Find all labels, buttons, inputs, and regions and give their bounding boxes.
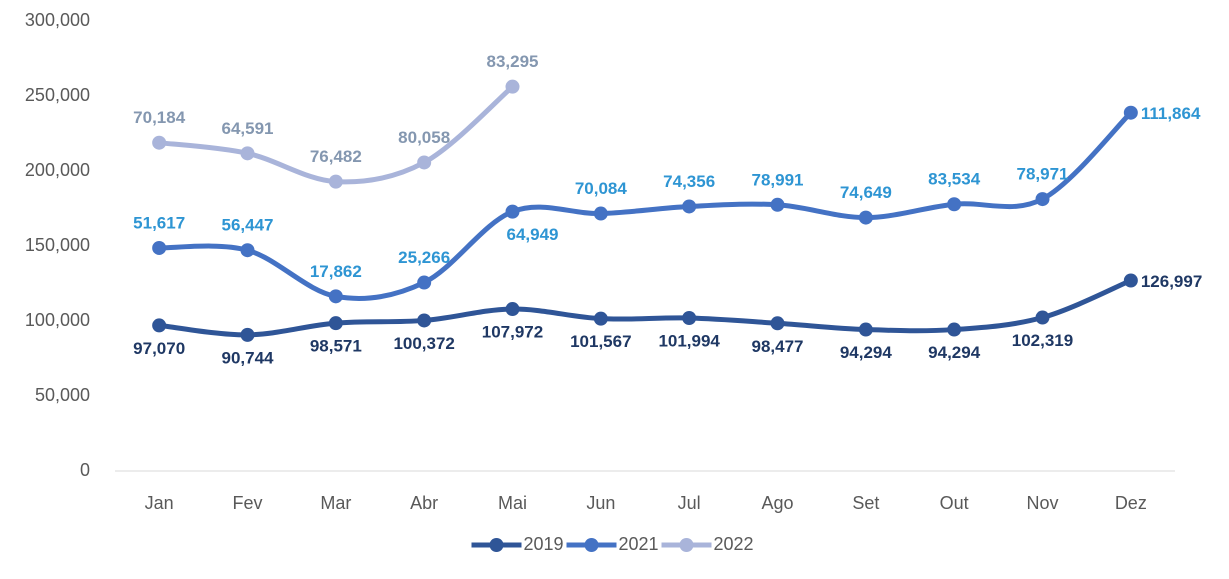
data-label: 100,372 [393,334,454,353]
data-label: 98,571 [310,337,362,356]
x-tick-label: Dez [1115,493,1147,513]
point-marker [328,289,343,304]
point-marker [417,275,432,290]
legend-marker [489,538,504,552]
data-label: 101,994 [658,331,720,350]
data-label: 101,567 [570,332,631,351]
point-marker [1123,105,1138,120]
point-marker [1035,310,1050,325]
x-tick-label: Set [852,493,879,513]
point-marker [505,79,520,94]
x-tick-label: Ago [761,493,793,513]
point-marker [1123,273,1138,288]
legend-label: 2021 [619,534,659,554]
data-label: 97,070 [133,339,185,358]
x-tick-label: Fev [232,493,262,513]
point-marker [240,243,255,258]
series-line [156,110,1134,301]
x-tick-label: Jun [586,493,615,513]
point-marker [593,206,608,221]
x-tick-label: Out [940,493,969,513]
legend-label: 2019 [524,534,564,554]
point-marker [328,174,343,189]
data-label: 78,991 [752,170,804,189]
legend-marker [584,538,599,552]
point-marker [505,204,520,219]
data-label: 78,971 [1017,165,1069,184]
data-label: 17,862 [310,262,362,281]
data-label: 64,949 [507,225,559,244]
point-marker [858,322,873,337]
data-label: 56,447 [222,216,274,235]
x-tick-label: Jan [145,493,174,513]
point-marker [770,316,785,331]
y-tick-label: 150,000 [25,235,90,255]
data-label: 102,319 [1012,331,1073,350]
data-label: 111,864 [1141,104,1201,123]
point-marker [152,240,167,255]
data-label: 98,477 [752,337,804,356]
point-marker [682,199,697,214]
y-tick-label: 300,000 [25,10,90,30]
data-label: 76,482 [310,147,362,166]
point-marker [417,313,432,328]
x-tick-label: Jul [678,493,701,513]
data-label: 70,184 [133,108,186,127]
data-label: 94,294 [840,343,893,362]
x-tick-label: Mai [498,493,527,513]
data-label: 107,972 [482,323,543,342]
data-label: 74,649 [840,183,892,202]
y-tick-label: 100,000 [25,310,90,330]
data-label: 94,294 [928,343,981,362]
data-label: 83,295 [487,52,539,71]
y-tick-label: 200,000 [25,160,90,180]
point-marker [417,155,432,170]
data-label: 74,356 [663,172,715,191]
data-label: 51,617 [133,213,185,232]
data-label: 126,997 [1141,272,1202,291]
x-tick-label: Nov [1026,493,1058,513]
y-tick-label: 250,000 [25,85,90,105]
point-marker [152,135,167,150]
point-marker [858,210,873,225]
point-marker [1035,192,1050,207]
point-marker [947,322,962,337]
point-marker [328,316,343,331]
legend-label: 2022 [714,534,754,554]
legend-marker [679,538,694,552]
point-marker [682,311,697,326]
y-tick-label: 0 [80,460,90,480]
x-tick-label: Mar [320,493,351,513]
point-marker [240,327,255,342]
data-label: 25,266 [398,248,450,267]
x-tick-label: Abr [410,493,438,513]
series-line [156,278,1134,338]
point-marker [593,311,608,326]
data-label: 83,534 [928,170,981,189]
point-marker [152,318,167,333]
series-line [156,84,515,185]
y-tick-label: 50,000 [35,385,90,405]
point-marker [505,302,520,317]
point-marker [240,146,255,161]
data-label: 90,744 [222,348,275,367]
point-marker [947,197,962,212]
data-label: 70,084 [575,179,628,198]
data-label: 64,591 [222,119,274,138]
point-marker [770,197,785,212]
data-label: 80,058 [398,128,450,147]
